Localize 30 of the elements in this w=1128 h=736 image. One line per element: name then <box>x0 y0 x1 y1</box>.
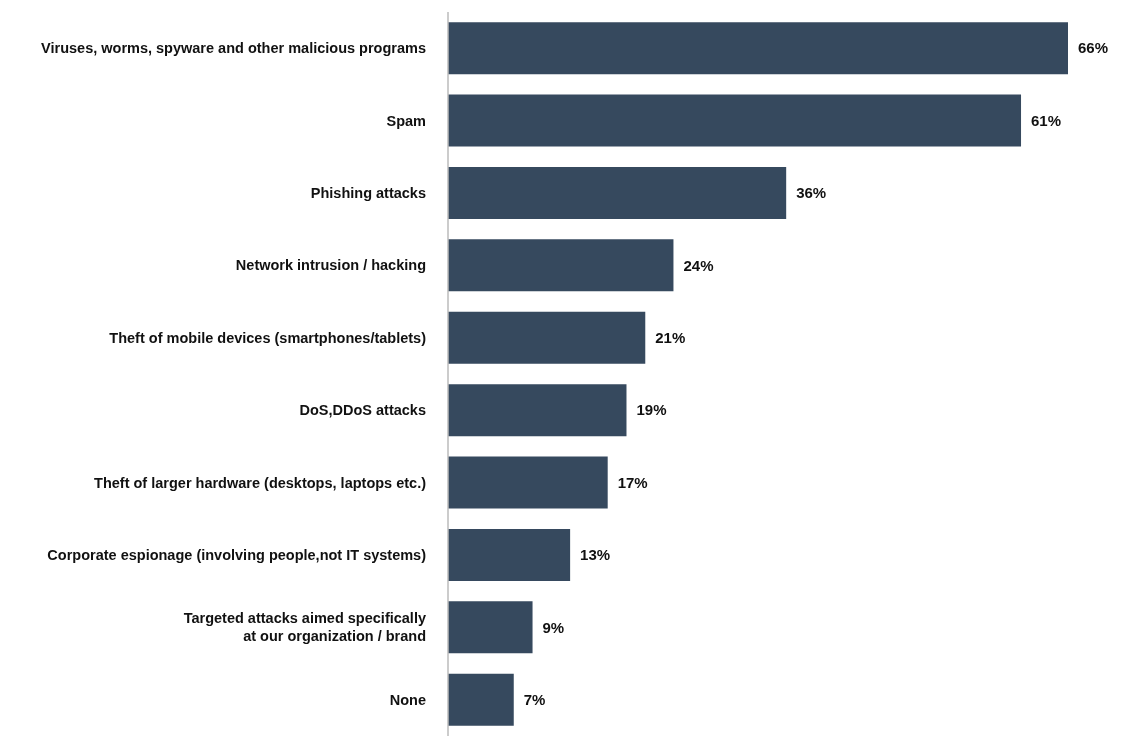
data-label: 24% <box>683 256 714 274</box>
y-tick-label: Corporate espionage (involving people,not IT systems) <box>47 547 427 563</box>
data-label: 61% <box>1031 111 1062 129</box>
data-label: 9% <box>542 618 565 636</box>
bar <box>448 384 627 437</box>
data-label: 19% <box>636 401 667 419</box>
bar <box>448 239 674 292</box>
data-label: 13% <box>580 546 611 564</box>
bar <box>448 456 608 509</box>
y-tick-label: Viruses, worms, spyware and other malicious programs <box>41 40 426 57</box>
bar <box>448 601 533 654</box>
y-tick-label: Phishing attacks <box>310 185 426 201</box>
data-label: 21% <box>655 329 686 347</box>
y-tick-label: DoS,DDoS attacks <box>299 402 426 419</box>
y-tick-label: None <box>389 691 426 708</box>
y-tick-label: Spam <box>386 112 426 129</box>
y-tick-label: Network intrusion / hacking <box>235 257 426 274</box>
y-tick-label: Theft of larger hardware (desktops, laptops etc.) <box>94 474 427 491</box>
data-label: 66% <box>1078 39 1109 57</box>
bar <box>448 311 646 364</box>
bar <box>448 673 514 726</box>
y-tick-label: Theft of mobile devices (smartphones/tablets) <box>109 329 427 346</box>
data-label: 36% <box>796 184 827 202</box>
data-label: 17% <box>617 473 648 491</box>
bar <box>448 166 787 219</box>
y-tick-label: Targeted attacks aimed specifically at our organization / brand <box>183 610 426 645</box>
bar <box>448 94 1022 147</box>
bar <box>448 22 1068 75</box>
bar <box>448 528 571 581</box>
data-label: 7% <box>523 691 546 709</box>
